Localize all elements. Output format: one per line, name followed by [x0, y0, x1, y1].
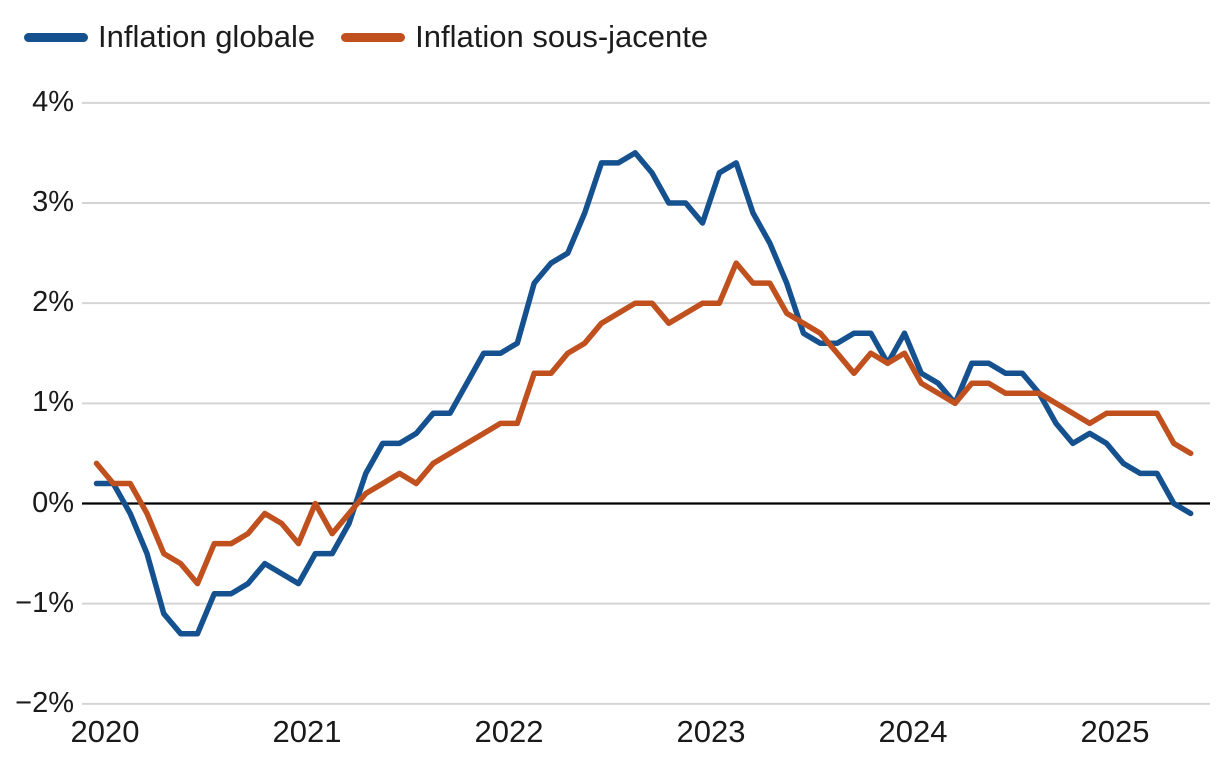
- legend-swatch-core-icon: [341, 32, 406, 42]
- series-line-inflation-globale: [93, 150, 1194, 637]
- legend-item-inflation-globale: Inflation globale: [24, 19, 316, 54]
- x-axis-label: 2021: [272, 714, 342, 749]
- series-line-inflation-sous-jacente: [93, 260, 1194, 587]
- x-axis-label: 2022: [474, 714, 544, 749]
- x-axis-label: 2023: [676, 714, 746, 749]
- x-axis-label: 2020: [70, 714, 140, 749]
- chart-legend: Inflation globale Inflation sous-jacente: [24, 19, 709, 54]
- y-axis-label: 4%: [32, 85, 74, 118]
- x-axis-label: 2025: [1080, 714, 1150, 749]
- y-axis-label: −2%: [15, 686, 74, 719]
- y-axis-label: 2%: [32, 286, 74, 319]
- y-axis-label: 1%: [32, 386, 74, 419]
- y-axis-label: −1%: [15, 586, 74, 619]
- y-axis-label: 3%: [32, 185, 74, 218]
- legend-item-inflation-sous-jacente: Inflation sous-jacente: [341, 19, 709, 54]
- y-axis-label: 0%: [32, 486, 74, 519]
- legend-label-core: Inflation sous-jacente: [415, 19, 709, 54]
- x-axis-label: 2024: [878, 714, 948, 749]
- legend-label-headline: Inflation globale: [98, 19, 316, 54]
- legend-swatch-headline-icon: [24, 32, 88, 42]
